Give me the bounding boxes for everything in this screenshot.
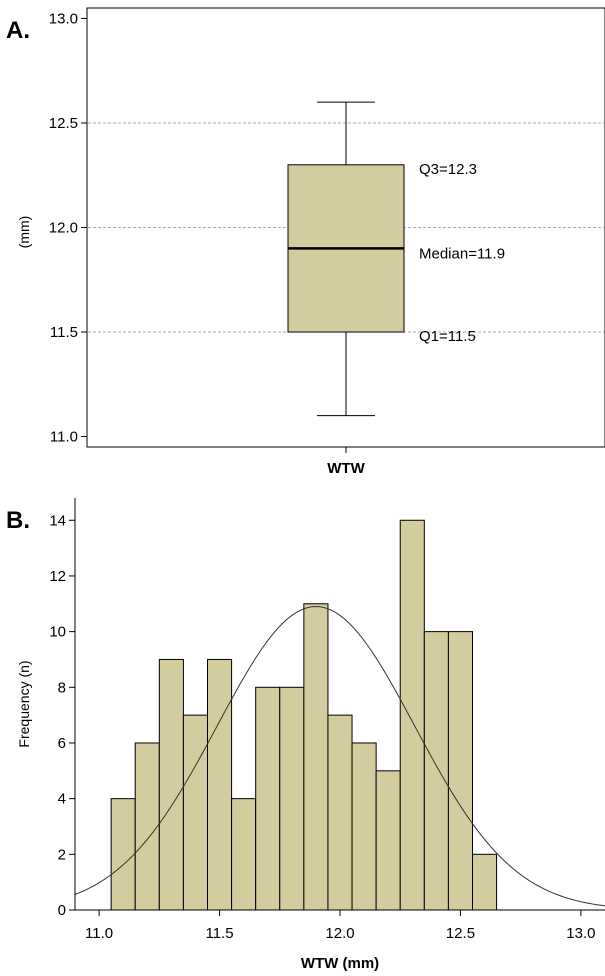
y-tick-label: 12 xyxy=(49,568,66,585)
box-plot-box xyxy=(287,101,405,417)
histogram-bar xyxy=(399,519,425,911)
histogram-x-ticks: 11.0 11.5 12.0 12.5 13.0 xyxy=(85,910,596,942)
histogram-bar xyxy=(447,631,473,911)
y-tick-label: 11.5 xyxy=(50,324,78,341)
histogram-bar xyxy=(472,853,498,911)
histogram-bar xyxy=(279,686,305,911)
x-tick-label: 13.0 xyxy=(566,925,595,942)
histogram-bars xyxy=(110,519,498,911)
x-tick-label: 11.0 xyxy=(85,925,113,942)
histogram-bar xyxy=(231,798,257,911)
histogram-bar xyxy=(423,631,449,911)
histogram-y-axis-title: Frequency (n) xyxy=(16,660,32,747)
box-plot-y-axis-title: (mm) xyxy=(16,216,32,249)
panel-label-b: B. xyxy=(6,507,30,534)
histogram-bar xyxy=(375,770,401,911)
histogram-panel: B. 0 2 4 6 8 10 12 14 11.0 11.5 12.0 12.5 13.0 Freq… xyxy=(6,498,605,972)
normal-curve xyxy=(74,606,605,907)
y-tick-label: 12.5 xyxy=(49,115,78,132)
y-tick-label: 10 xyxy=(49,624,66,641)
box-plot-category-label: WTW xyxy=(327,460,365,477)
histogram-x-axis-title: WTW (mm) xyxy=(301,955,379,972)
y-tick-label: 8 xyxy=(58,679,66,696)
histogram-bar xyxy=(182,714,208,911)
median-annotation: Median=11.9 xyxy=(419,245,505,262)
histogram-bar xyxy=(134,742,160,911)
y-tick-label: 4 xyxy=(58,791,66,808)
y-tick-label: 0 xyxy=(58,902,66,919)
histogram-bar xyxy=(207,658,233,911)
x-tick-label: 12.0 xyxy=(325,925,354,942)
histogram-bar xyxy=(303,603,329,911)
q3-annotation: Q3=12.3 xyxy=(419,161,477,178)
box-plot-panel: A. 11.0 11.5 12.0 12.5 13.0 (mm) WTW Q3=12.3… xyxy=(6,7,605,477)
y-tick-label: 12.0 xyxy=(49,220,78,237)
y-tick-label: 14 xyxy=(49,512,66,529)
y-tick-label: 13.0 xyxy=(49,10,78,27)
x-tick-label: 12.5 xyxy=(446,925,475,942)
box-plot-y-ticks: 11.0 11.5 12.0 12.5 13.0 xyxy=(49,10,87,446)
histogram-bar xyxy=(327,714,353,911)
histogram-y-ticks: 0 2 4 6 8 10 12 14 xyxy=(49,512,75,919)
x-tick-label: 11.5 xyxy=(205,925,233,942)
panel-label-a: A. xyxy=(6,17,30,44)
y-tick-label: 2 xyxy=(58,846,66,863)
histogram-bar xyxy=(158,658,184,911)
histogram-bar xyxy=(351,742,377,911)
y-tick-label: 11.0 xyxy=(50,429,78,446)
histogram-bar xyxy=(255,686,281,911)
histogram-bar xyxy=(110,798,136,911)
y-tick-label: 6 xyxy=(58,735,66,752)
q1-annotation: Q1=11.5 xyxy=(419,328,476,345)
